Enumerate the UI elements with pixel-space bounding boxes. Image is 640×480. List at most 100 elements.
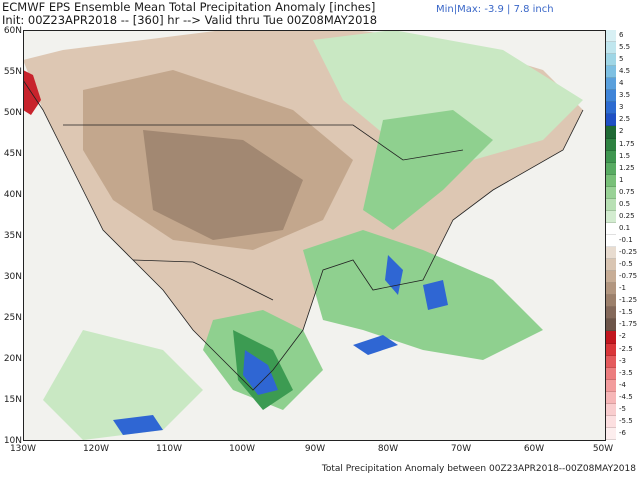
legend-tick-label: -0.75 — [619, 272, 638, 281]
legend-tick-label: 6 — [619, 31, 624, 39]
legend-color-cell — [606, 403, 616, 416]
legend-color-cell — [606, 78, 616, 91]
lat-label: 35N — [3, 231, 22, 241]
legend-color-cell — [606, 427, 616, 440]
lat-label: 45N — [3, 149, 22, 159]
blue-wet-atlantic — [423, 280, 448, 310]
lat-label: 10N — [3, 436, 22, 446]
legend-tick-label: 0.75 — [619, 187, 635, 196]
map-subtitle: Init: 00Z23APR2018 -- [360] hr --> Valid… — [2, 13, 378, 27]
legend-color-cell — [606, 271, 616, 284]
map-frame — [23, 30, 606, 441]
legend-color-cell — [606, 379, 616, 392]
legend-color-cell — [606, 355, 616, 368]
legend-tick-label: -2 — [619, 332, 626, 341]
legend-tick-label: -0.1 — [619, 236, 633, 244]
legend-color-cell — [606, 66, 616, 79]
legend-color-cell — [606, 295, 616, 308]
legend-tick-label: 3 — [619, 103, 624, 112]
legend-tick-label: -5 — [619, 404, 626, 413]
legend-color-cell — [606, 138, 616, 151]
lat-label: 20N — [3, 354, 22, 364]
map-footer-caption: Total Precipitation Anomaly between 00Z2… — [321, 464, 636, 474]
legend-tick-label: 2 — [619, 127, 624, 136]
legend-tick-label: 1.5 — [619, 151, 631, 160]
lon-label: 80W — [377, 444, 399, 454]
lat-label: 40N — [3, 190, 22, 200]
legend-tick-label: 0.25 — [619, 211, 635, 220]
legend-color-cell — [606, 210, 616, 223]
legend-tick-label: -4 — [619, 380, 626, 389]
legend-tick-label: -4.5 — [619, 392, 633, 401]
lat-label: 25N — [3, 313, 22, 323]
legend-tick-label: 1.75 — [619, 139, 635, 148]
legend-color-cell — [606, 307, 616, 320]
legend-color-cell — [606, 283, 616, 296]
legend-tick-label: -3 — [619, 356, 626, 365]
blue-wet-caribbean — [353, 335, 398, 355]
legend-tick-label: -1.75 — [619, 320, 638, 329]
legend-color-cell — [606, 186, 616, 199]
map-title: ECMWF EPS Ensemble Mean Total Precipitat… — [2, 0, 376, 14]
extreme-wet-pacific-northwest — [23, 70, 41, 115]
legend-tick-label: 4 — [619, 79, 624, 88]
lon-label: 130W — [9, 444, 37, 454]
legend-color-cell — [606, 391, 616, 404]
wet-anomaly-pacific — [43, 330, 203, 440]
lat-label: 30N — [3, 272, 22, 282]
legend-color-cell — [606, 114, 616, 127]
legend-tick-label: -6 — [619, 428, 626, 437]
legend-tick-label: -0.25 — [619, 248, 638, 257]
legend-color-cell — [606, 259, 616, 272]
legend-tick-label: -1.5 — [619, 308, 633, 317]
legend-color-cell — [606, 90, 616, 103]
legend-color-cell — [606, 235, 616, 248]
wet-anomaly-north — [313, 30, 583, 160]
coastline — [23, 79, 584, 391]
legend-tick-label: -1 — [619, 284, 626, 293]
legend-tick-label: -3.5 — [619, 368, 633, 377]
lat-label: 15N — [3, 395, 22, 405]
strong-dry-anomaly — [143, 130, 303, 240]
legend-color-cell — [606, 54, 616, 67]
legend-tick-label: 5 — [619, 55, 624, 64]
lon-label: 110W — [155, 444, 183, 454]
us-mexico-border — [132, 259, 274, 301]
legend-tick-label: 0.5 — [619, 199, 631, 208]
legend-tick-label: 0.1 — [619, 223, 631, 232]
lon-label: 100W — [228, 444, 256, 454]
legend-color-cell — [606, 415, 616, 428]
lat-label: 50N — [3, 108, 22, 118]
lon-label: 60W — [523, 444, 545, 454]
legend-color-cell — [606, 198, 616, 211]
legend-tick-label: 2.5 — [619, 115, 631, 124]
legend-tick-label: -1.25 — [619, 296, 638, 305]
legend-color-cell — [606, 150, 616, 163]
legend-tick-label: -2.5 — [619, 344, 633, 353]
legend-tick-label: -0.5 — [619, 260, 633, 269]
legend-color-cell — [606, 343, 616, 356]
legend-color-cell — [606, 102, 616, 115]
min-max-readout: Min|Max: -3.9 | 7.8 inch — [436, 4, 554, 15]
legend-color-cell — [606, 174, 616, 187]
legend-color-cell — [606, 126, 616, 139]
legend-color-cell — [606, 222, 616, 235]
legend-tick-label: 4.5 — [619, 67, 631, 76]
legend-color-cell — [606, 319, 616, 332]
lon-label: 70W — [450, 444, 472, 454]
lat-label: 55N — [3, 67, 22, 77]
legend-color-cell — [606, 42, 616, 55]
lon-label: 120W — [82, 444, 110, 454]
legend-color-cell — [606, 162, 616, 175]
precipitation-anomaly-map — [23, 30, 606, 441]
legend-tick-label: 1 — [619, 175, 624, 184]
color-scale-legend: 6 5.5 5 4.5 4 3.5 3 2.5 2 1.75 1.5 1.25 1 0.75 0.5 0.25… — [606, 30, 640, 450]
legend-tick-label: 5.5 — [619, 43, 631, 52]
blue-wet-mexico — [243, 350, 278, 395]
legend-color-cell — [606, 247, 616, 260]
legend-tick-label: 3.5 — [619, 91, 631, 100]
wet-anomaly-east — [363, 110, 493, 230]
legend-color-cell — [606, 331, 616, 344]
lon-label: 50W — [592, 444, 614, 454]
lat-label: 60N — [3, 26, 22, 36]
